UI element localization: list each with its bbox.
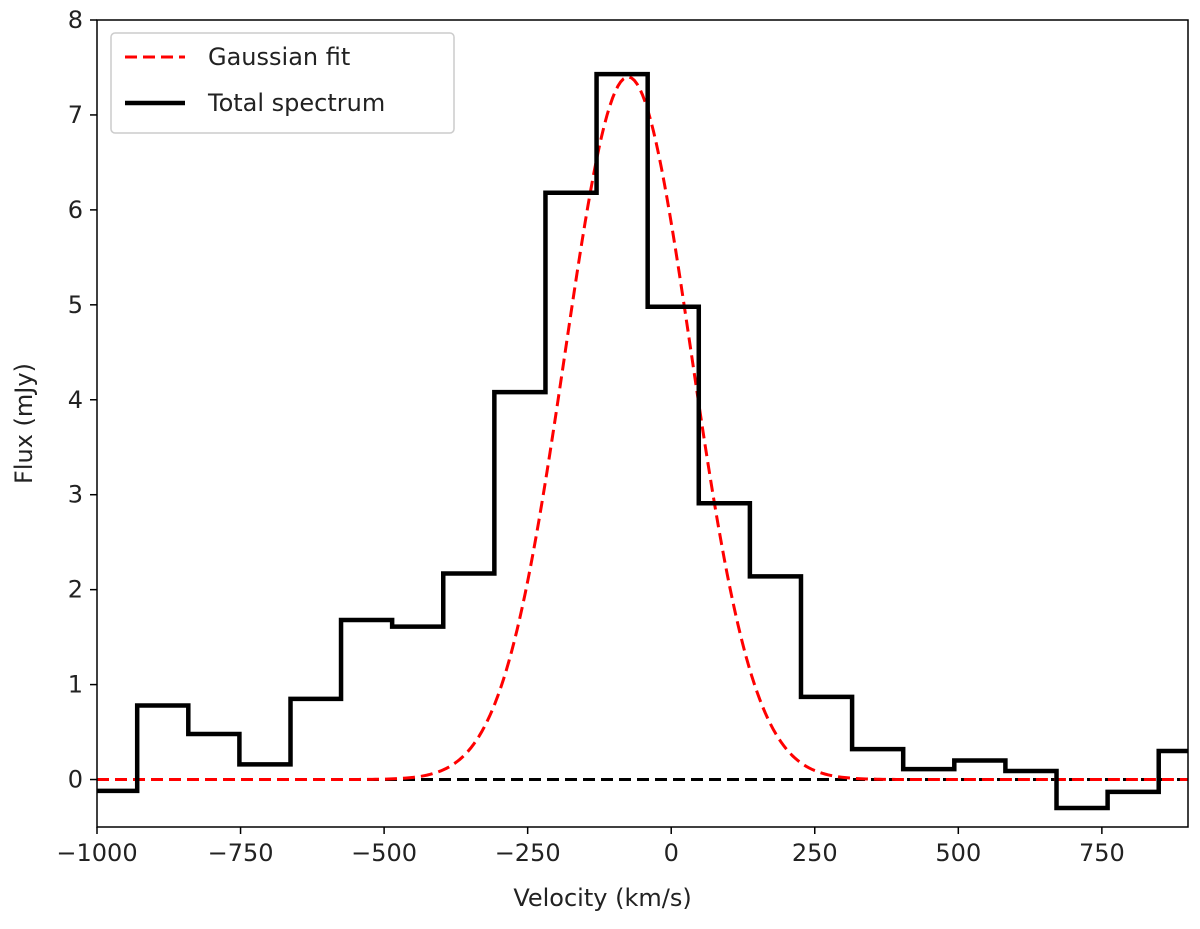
legend-spectrum-label: Total spectrum — [207, 89, 385, 117]
y-axis-label: Flux (mJy) — [10, 363, 38, 484]
legend-box — [110, 32, 455, 134]
y-tick-label: 0 — [68, 766, 83, 794]
y-tick-label: 8 — [68, 6, 83, 34]
y-tick-label: 4 — [68, 386, 83, 414]
x-tick-label: −1000 — [56, 839, 137, 867]
plot-series — [97, 71, 1188, 811]
plot-frame — [96, 19, 1189, 828]
y-tick-label: 2 — [68, 576, 83, 604]
axes: −1000 −750 −500 −250 0 250 500 750 0 1 2 3 4 5 6 7 8 Velo… — [10, 6, 1189, 912]
y-tick-label: 3 — [68, 481, 83, 509]
plot-area — [97, 71, 1188, 811]
y-tick-label: 7 — [68, 101, 83, 129]
y-tick-label: 5 — [68, 291, 83, 319]
y-tick-label: 6 — [68, 196, 83, 224]
x-tick-label: −500 — [351, 839, 417, 867]
total-spectrum-line — [97, 71, 1188, 811]
x-tick-label: −250 — [495, 839, 561, 867]
x-tick-label: 750 — [1079, 839, 1125, 867]
legend-gaussian-label: Gaussian fit — [208, 43, 350, 71]
y-tick-label: 1 — [68, 671, 83, 699]
legend: Gaussian fit Total spectrum — [110, 32, 455, 134]
x-tick-label: −750 — [208, 839, 274, 867]
x-tick-label: 250 — [792, 839, 838, 867]
x-tick-label: 500 — [935, 839, 981, 867]
gaussian-fit-line — [97, 75, 1188, 782]
x-axis-label: Velocity (km/s) — [513, 884, 691, 912]
x-tick-label: 0 — [664, 839, 679, 867]
